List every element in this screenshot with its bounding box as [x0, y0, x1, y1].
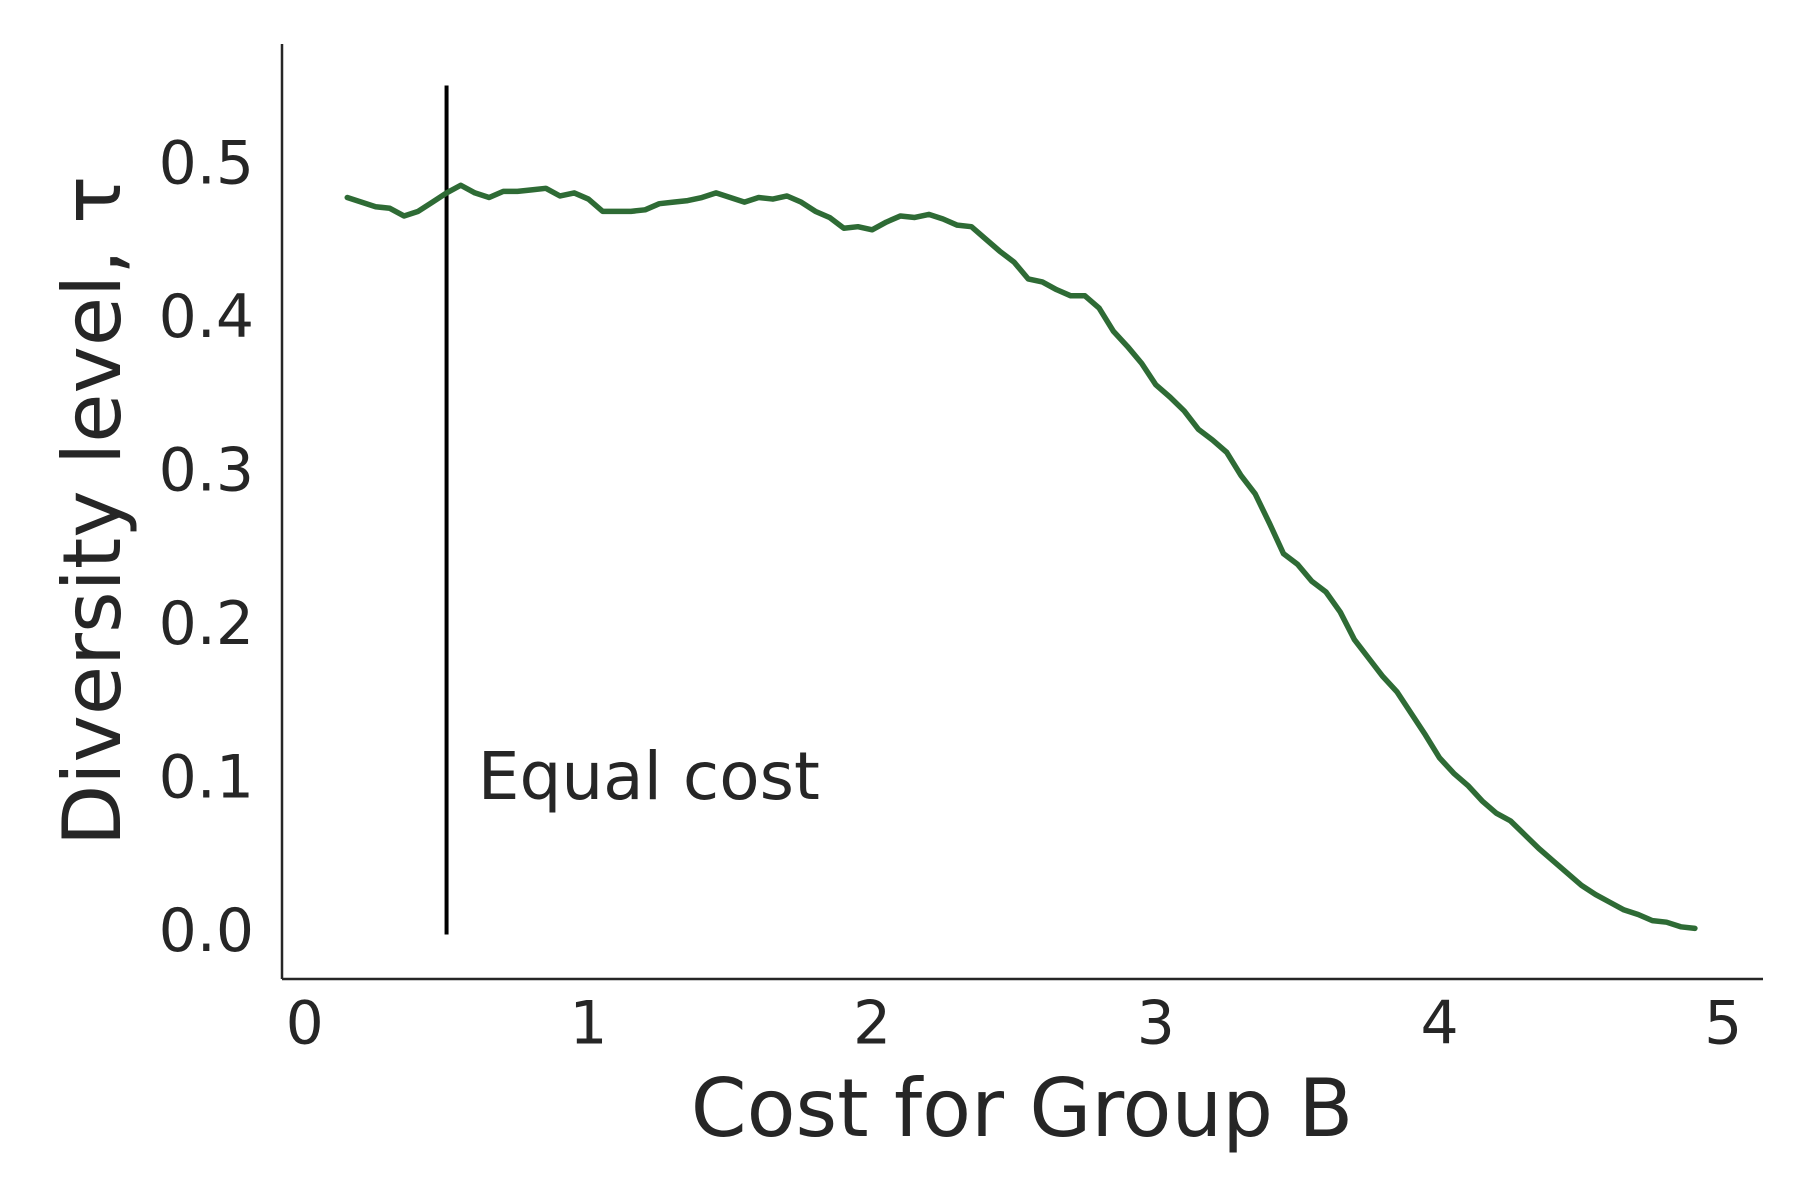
x-tick-label: 1 — [569, 989, 607, 1059]
x-tick-label: 2 — [853, 989, 891, 1059]
x-tick-label: 5 — [1704, 989, 1742, 1059]
annotation: Equal cost — [478, 738, 820, 815]
y-tick-label: 0.1 — [159, 743, 254, 813]
y-tick-label: 0.2 — [159, 589, 254, 659]
data-line — [344, 182, 1698, 932]
x-tick-label: 3 — [1137, 989, 1175, 1059]
y-axis-label: Diversity level, τ — [46, 176, 139, 847]
x-tick-label: 4 — [1420, 989, 1458, 1059]
y-tick-label: 0.4 — [159, 282, 254, 352]
x-tick-label: 0 — [286, 989, 324, 1059]
x-axis-label: Cost for Group B — [691, 1062, 1354, 1155]
y-tick-label: 0.3 — [159, 435, 254, 505]
y-tick-label: 0.5 — [159, 128, 254, 198]
y-tick-label: 0.0 — [159, 896, 254, 966]
